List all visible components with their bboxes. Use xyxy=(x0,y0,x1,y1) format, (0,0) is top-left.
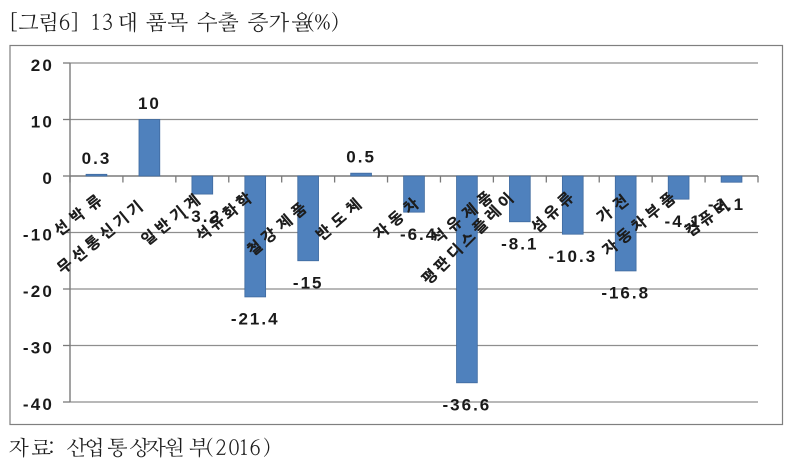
svg-text:-36.6: -36.6 xyxy=(443,396,492,415)
svg-text:-10.3: -10.3 xyxy=(548,247,597,266)
svg-text:20: 20 xyxy=(31,56,54,75)
svg-text:-30: -30 xyxy=(23,339,54,358)
svg-text:10: 10 xyxy=(138,94,161,113)
svg-text:-1.1: -1.1 xyxy=(708,195,745,214)
svg-text:-10: -10 xyxy=(23,226,54,245)
svg-text:-20: -20 xyxy=(23,282,54,301)
svg-text:-40: -40 xyxy=(23,395,54,414)
svg-text:-6.4: -6.4 xyxy=(400,225,437,244)
svg-text:-15: -15 xyxy=(293,273,324,292)
svg-text:-4.1: -4.1 xyxy=(665,212,702,231)
svg-text:0.5: 0.5 xyxy=(346,148,376,167)
svg-text:10: 10 xyxy=(31,113,54,132)
svg-text:0.3: 0.3 xyxy=(82,149,112,168)
svg-text:-8.1: -8.1 xyxy=(501,235,538,254)
svg-text:0: 0 xyxy=(42,169,54,188)
svg-text:-21.4: -21.4 xyxy=(231,310,280,329)
svg-text:-16.8: -16.8 xyxy=(601,284,650,303)
